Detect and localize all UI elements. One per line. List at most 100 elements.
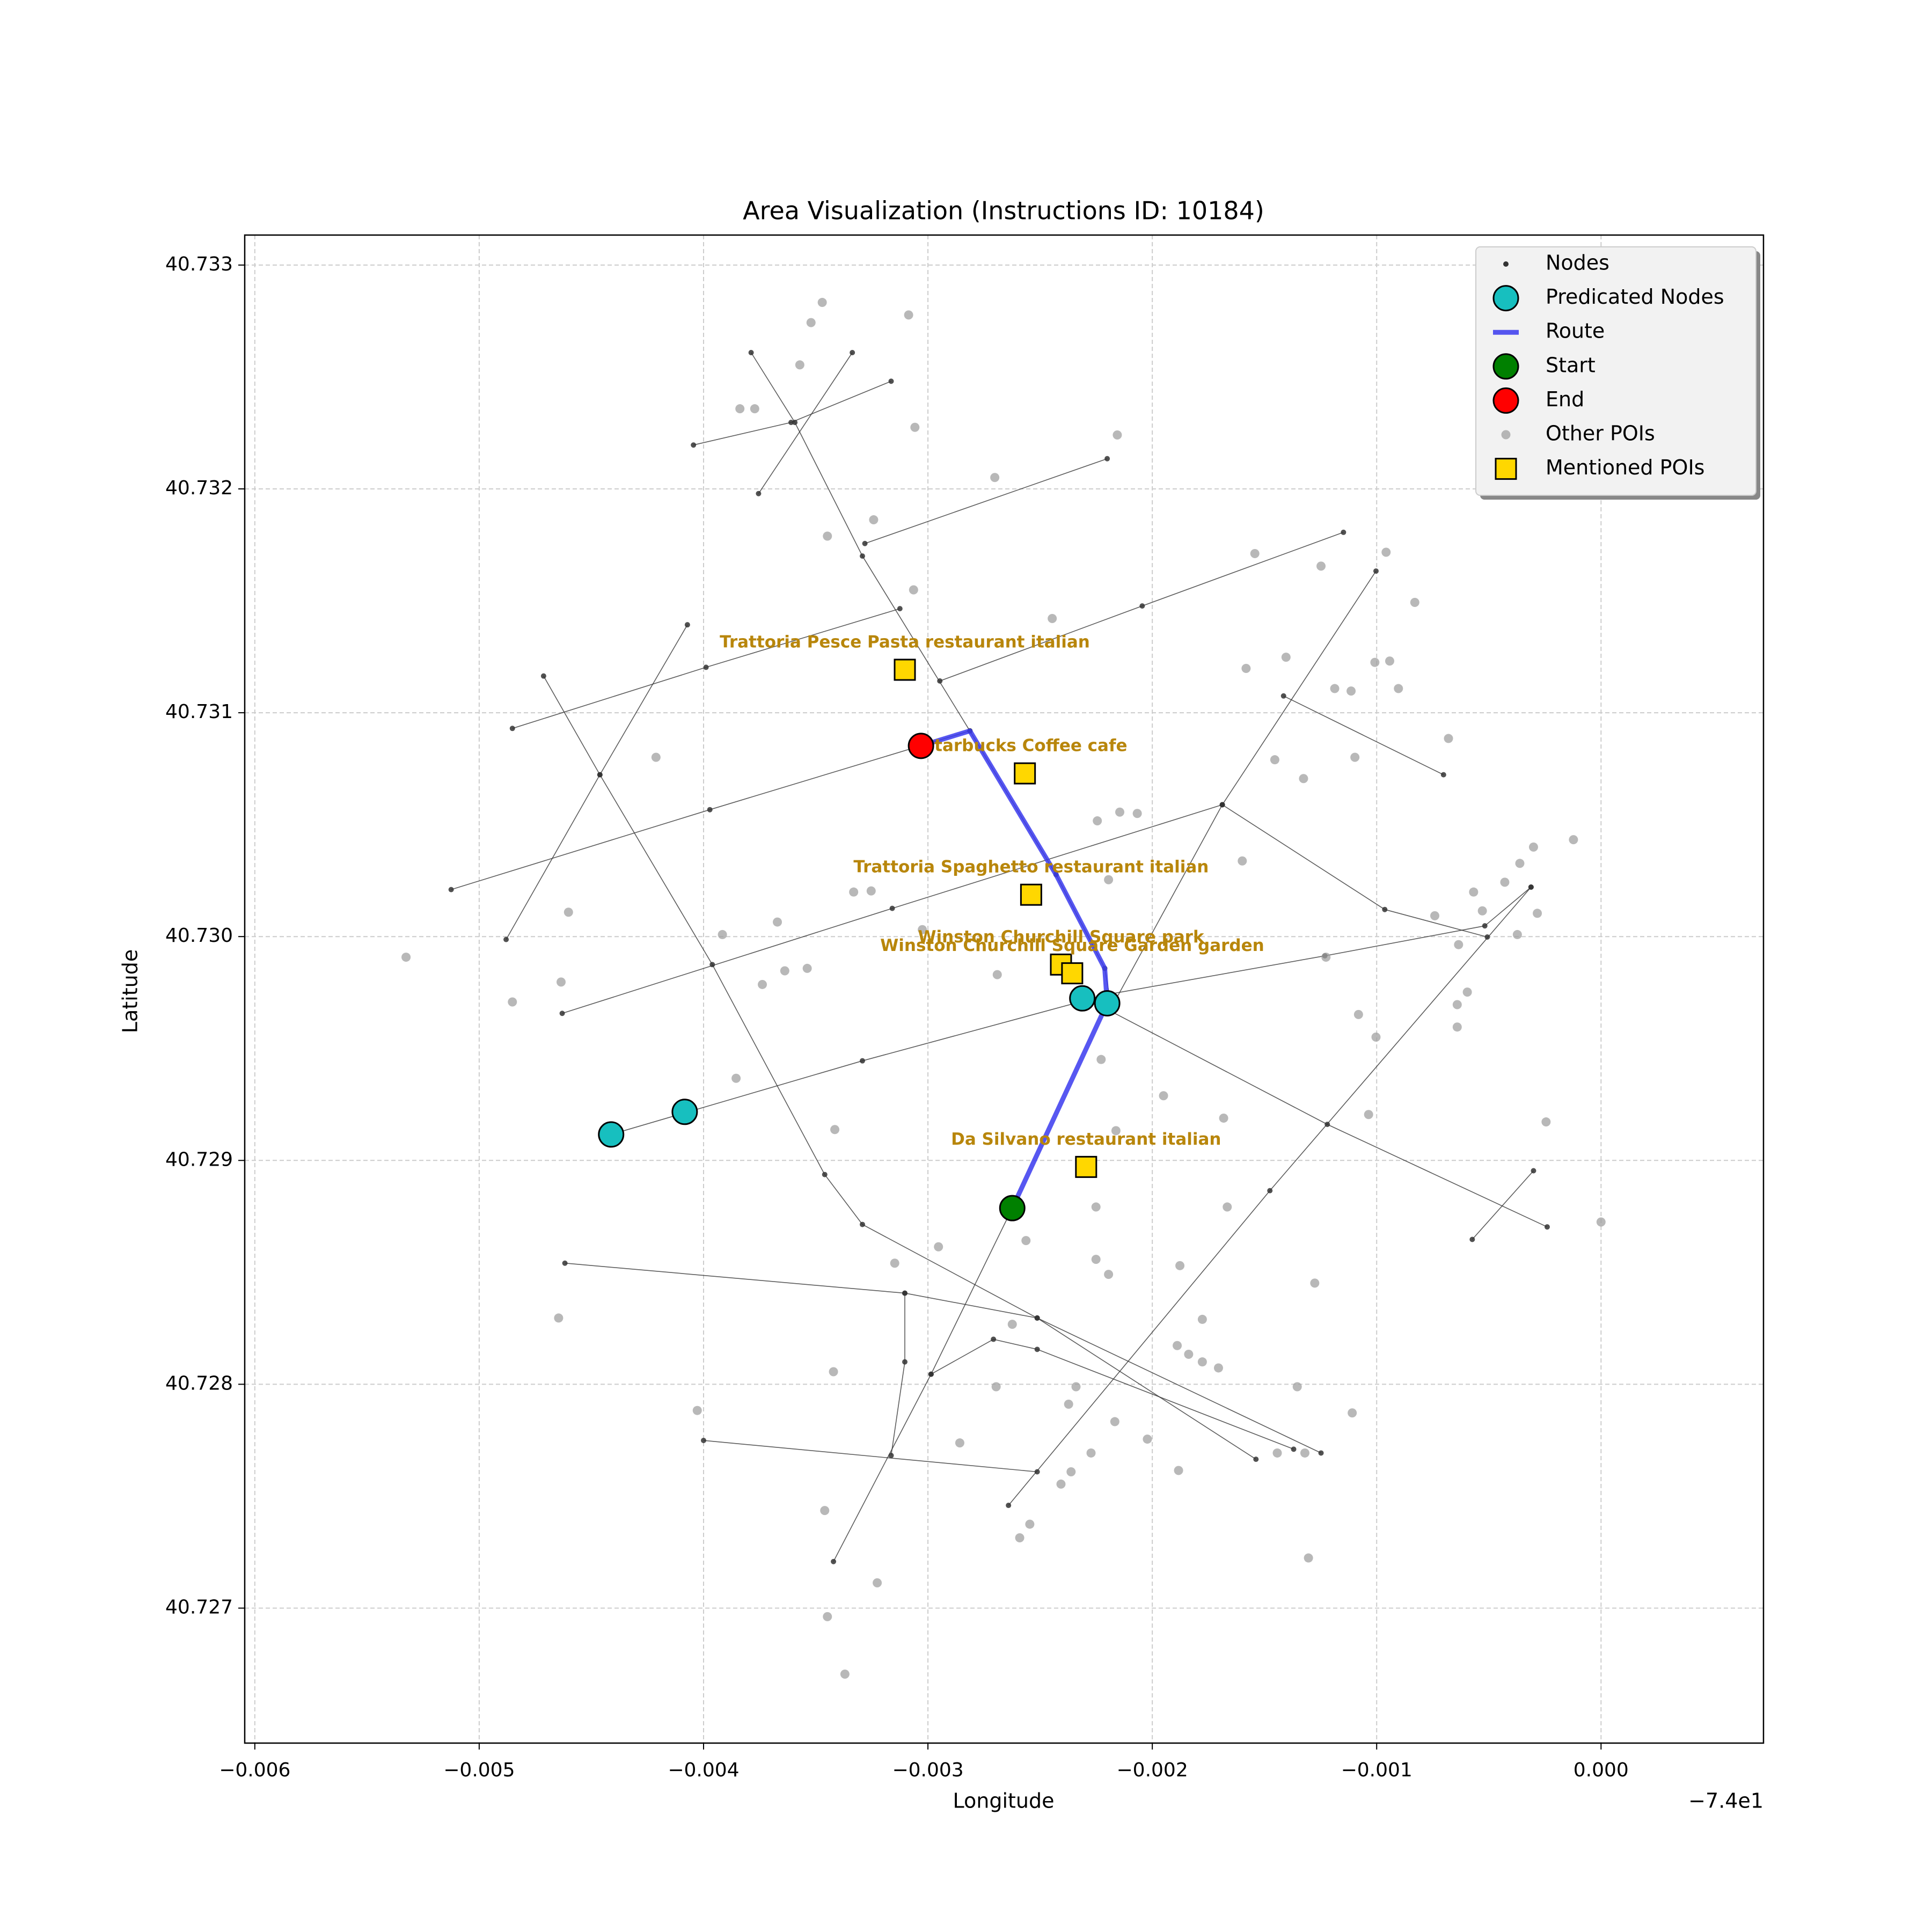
other-poi: [1213, 1363, 1223, 1373]
other-poi: [1596, 1217, 1606, 1227]
other-poi: [1159, 1091, 1168, 1101]
other-poi: [840, 1670, 850, 1679]
poi-label: Da Silvano restaurant italian: [951, 1130, 1221, 1149]
legend-marker: [1503, 261, 1509, 267]
node: [788, 420, 794, 426]
street: [758, 352, 853, 494]
other-poi: [1292, 1382, 1302, 1392]
other-poi: [1110, 1417, 1119, 1426]
street: [931, 1338, 1294, 1450]
other-poi: [820, 1506, 830, 1516]
node: [822, 1172, 828, 1177]
other-poi: [1272, 1448, 1282, 1458]
other-poi: [934, 1242, 943, 1252]
street: [1283, 696, 1444, 775]
other-poi: [849, 887, 859, 897]
other-poi: [1515, 859, 1525, 868]
other-poi: [1452, 1022, 1462, 1032]
other-poi: [401, 953, 411, 962]
node: [540, 673, 546, 679]
node: [1280, 693, 1286, 699]
other-poi: [1143, 1435, 1152, 1444]
other-poi: [1021, 1236, 1031, 1246]
other-poi: [866, 886, 876, 896]
other-poi: [991, 1382, 1001, 1392]
y-tick-label: 40.733: [165, 253, 233, 275]
legend-label: Route: [1546, 319, 1605, 343]
node: [1341, 529, 1346, 535]
other-poi: [1304, 1553, 1313, 1563]
node: [859, 553, 865, 559]
node: [1324, 1122, 1330, 1128]
legend-label: End: [1546, 387, 1584, 411]
node: [748, 349, 754, 355]
node: [1267, 1188, 1273, 1194]
other-poi: [564, 908, 573, 917]
other-poi: [1469, 887, 1479, 897]
node: [1219, 802, 1225, 808]
node: [1291, 1446, 1297, 1452]
legend-label: Mentioned POIs: [1546, 456, 1704, 479]
node: [756, 491, 762, 496]
node: [862, 540, 868, 546]
y-tick-label: 40.730: [165, 925, 233, 947]
legend-label: Nodes: [1546, 251, 1609, 275]
other-poi: [1007, 1320, 1017, 1329]
poi-label: Starbucks Coffee cafe: [923, 736, 1128, 756]
node: [831, 1558, 837, 1564]
node: [1034, 1315, 1040, 1321]
node: [1469, 1236, 1475, 1242]
other-poi: [1111, 1126, 1121, 1136]
other-poi: [1025, 1519, 1035, 1529]
node: [1034, 1469, 1040, 1475]
other-poi: [651, 752, 661, 762]
node: [1253, 1457, 1259, 1462]
other-poi: [758, 979, 767, 989]
other-poi: [1223, 1202, 1232, 1212]
other-poi: [1174, 1466, 1183, 1475]
y-tick-label: 40.729: [165, 1148, 233, 1170]
other-poi: [1528, 842, 1538, 852]
other-poi: [1512, 930, 1522, 939]
other-poi: [1115, 807, 1125, 817]
predicted-node: [598, 1121, 625, 1148]
mentioned-poi: [1075, 1155, 1097, 1178]
other-poi: [1104, 1270, 1114, 1279]
other-poi: [1048, 613, 1057, 623]
other-poi: [1353, 1009, 1363, 1019]
other-poi: [750, 404, 759, 414]
legend-label: Start: [1546, 353, 1596, 377]
x-offset-label: −7.4e1: [1688, 1789, 1763, 1813]
street: [865, 458, 1108, 544]
x-tick-label: −0.004: [668, 1759, 739, 1781]
node: [889, 905, 895, 911]
other-poi: [830, 1125, 840, 1135]
node: [1528, 884, 1534, 890]
other-poi: [1238, 856, 1247, 866]
other-poi: [990, 473, 1000, 482]
poi-label: Trattoria Pesce Pasta restaurant italian: [720, 633, 1090, 652]
legend-label: Predicated Nodes: [1546, 285, 1724, 309]
other-poi: [1346, 686, 1356, 696]
other-poi: [955, 1438, 964, 1448]
node: [509, 726, 515, 731]
mentioned-poi: [1014, 762, 1036, 785]
legend-marker: [1492, 353, 1519, 380]
other-poi: [1477, 906, 1487, 916]
other-poi: [1330, 684, 1340, 693]
node: [859, 1058, 865, 1064]
other-poi: [1064, 1400, 1073, 1409]
other-poi: [556, 977, 566, 987]
y-tick-label: 40.728: [165, 1372, 233, 1394]
other-poi: [1299, 774, 1308, 784]
other-poi: [918, 925, 927, 934]
other-poi: [823, 531, 832, 541]
other-poi: [731, 1073, 741, 1083]
other-poi: [1270, 755, 1279, 765]
node: [1484, 934, 1490, 940]
node: [597, 772, 603, 778]
other-poi: [1348, 1408, 1357, 1418]
other-poi: [806, 318, 816, 327]
mentioned-poi: [1061, 962, 1084, 985]
